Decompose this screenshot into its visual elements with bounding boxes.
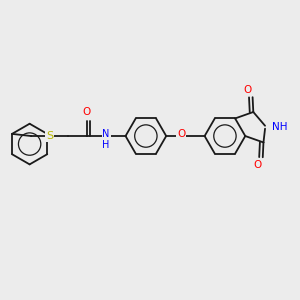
Text: NH: NH	[272, 122, 287, 132]
Text: O: O	[177, 129, 185, 139]
Text: O: O	[254, 160, 262, 170]
Text: O: O	[243, 85, 252, 95]
Text: N
H: N H	[103, 129, 110, 150]
Text: S: S	[46, 131, 53, 141]
Text: O: O	[83, 107, 91, 117]
